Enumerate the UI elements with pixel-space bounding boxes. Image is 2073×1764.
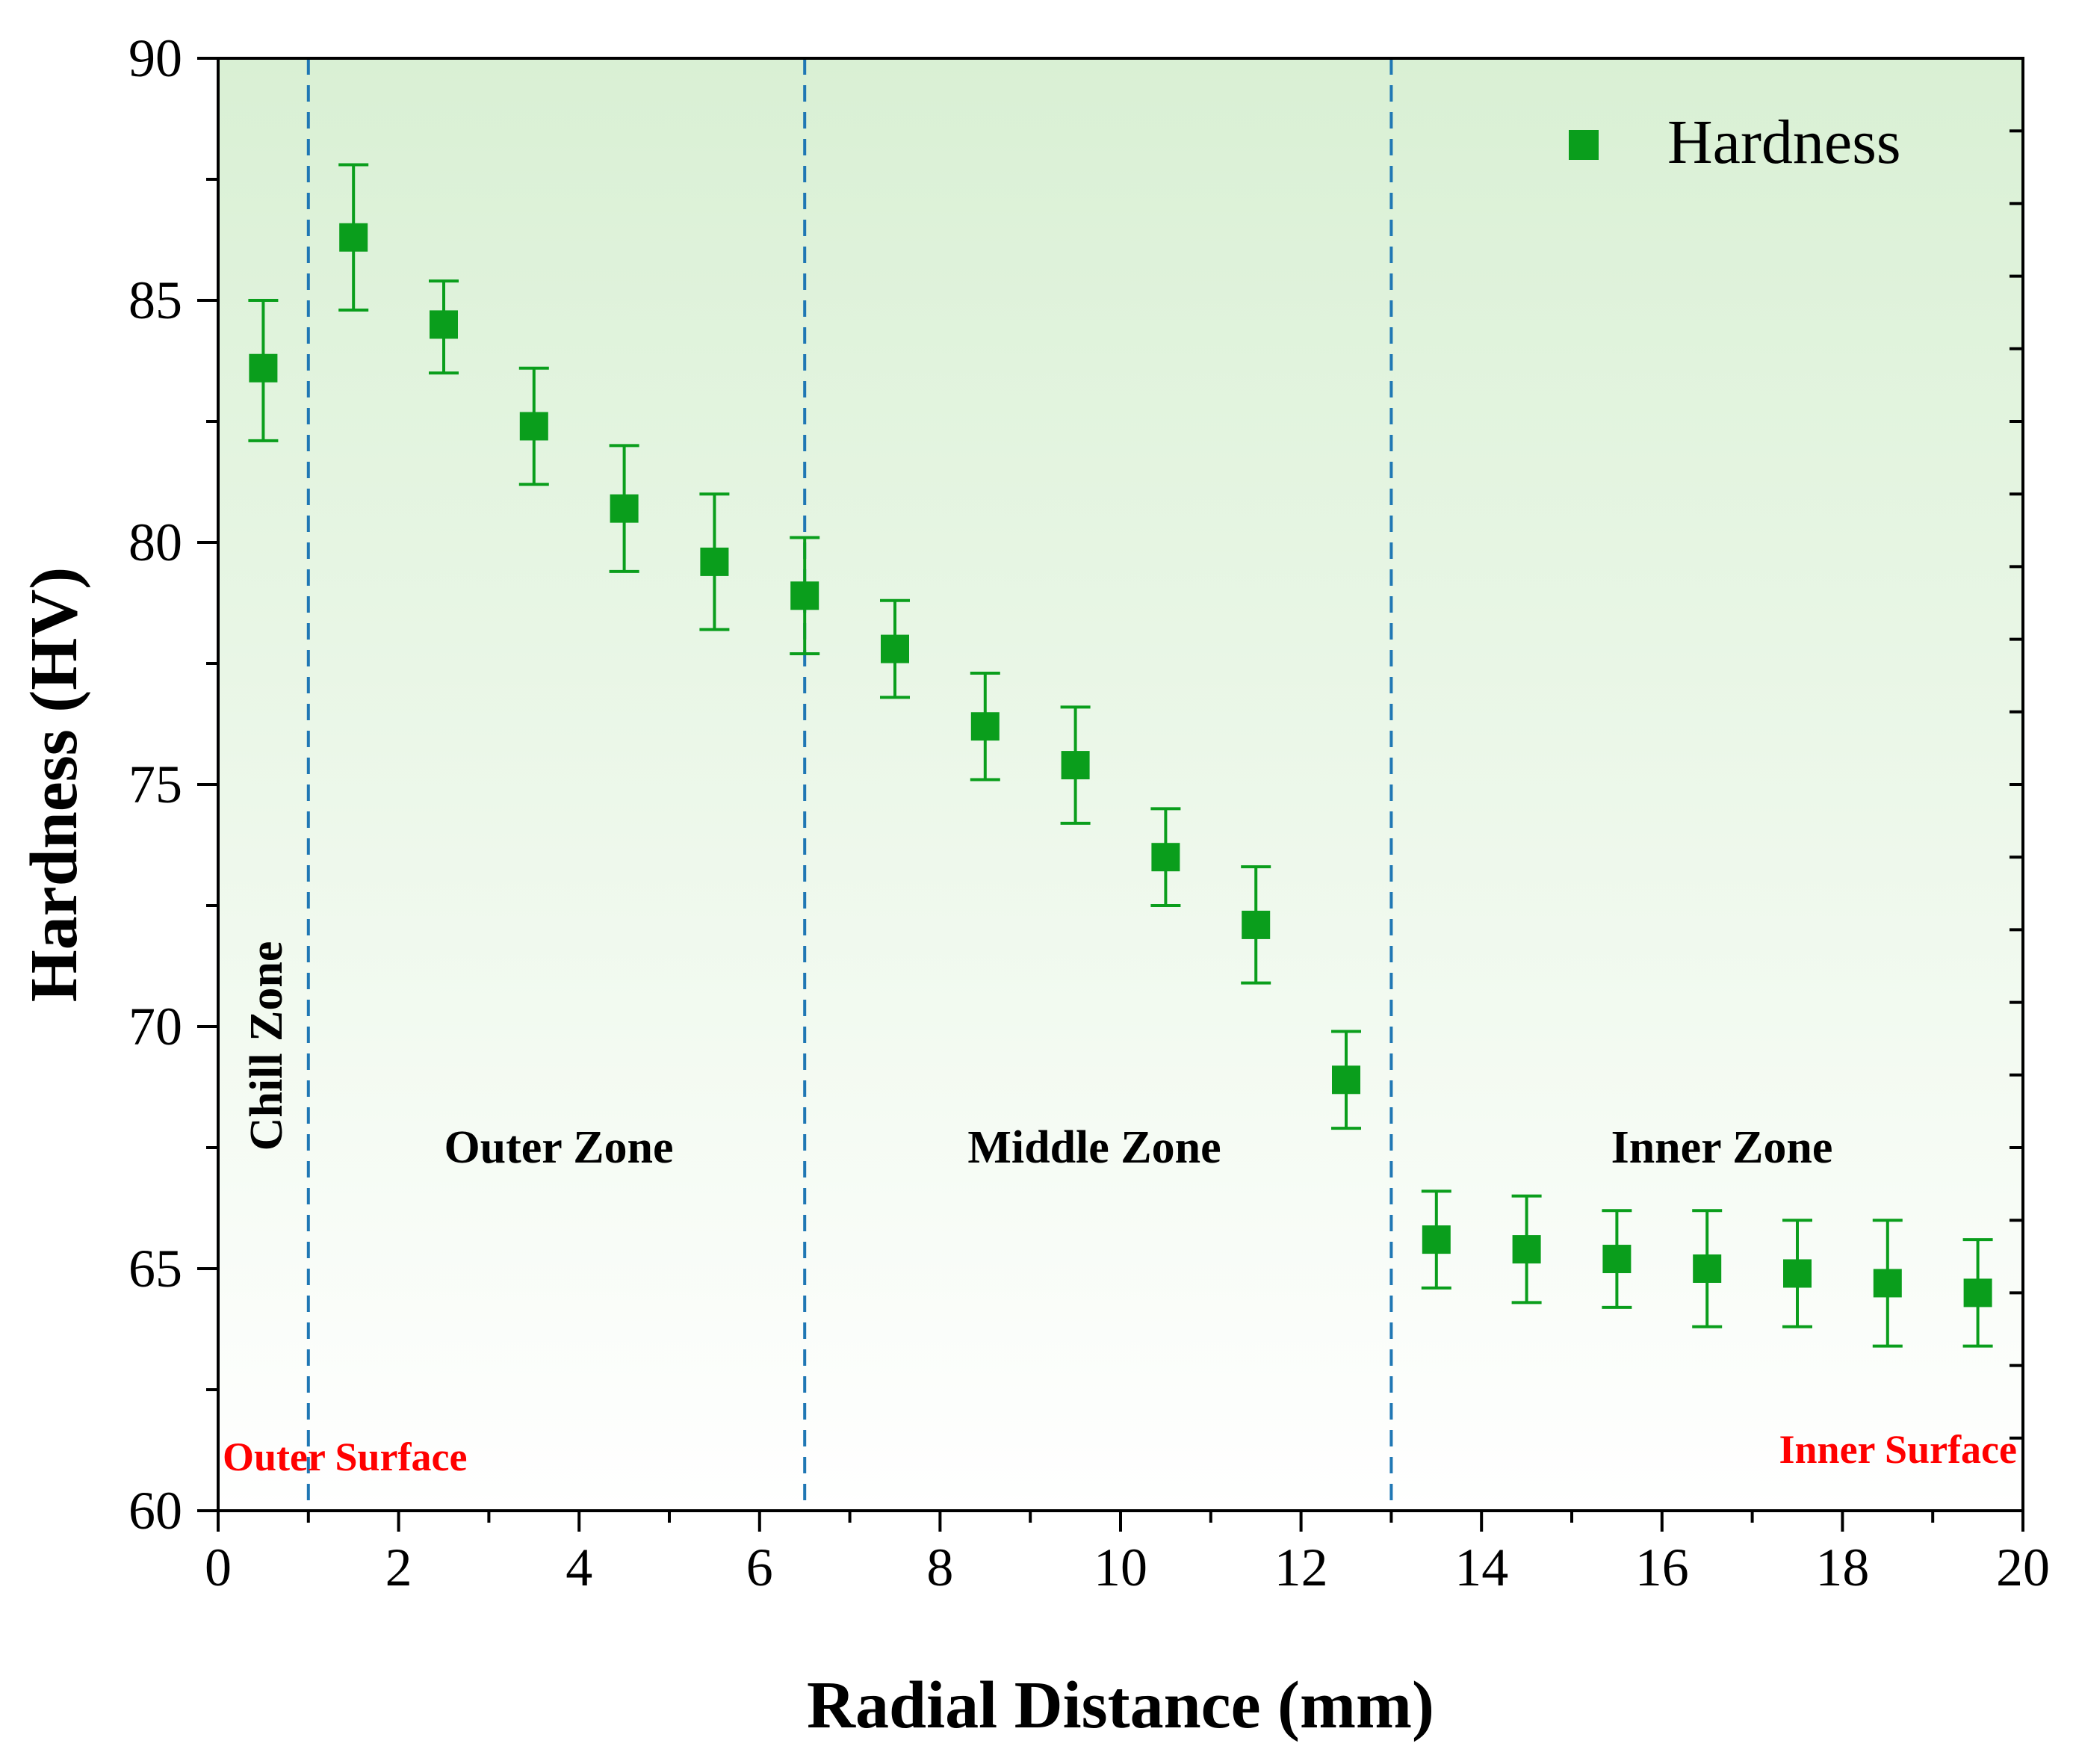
- x-tick-label-10: 10: [1094, 1538, 1147, 1597]
- data-point-14: [1512, 1235, 1541, 1264]
- data-point-12: [1332, 1065, 1360, 1095]
- y-tick-label-75: 75: [128, 755, 182, 814]
- zone-label-inner: Inner Zone: [1611, 1122, 1833, 1173]
- data-point-19: [1963, 1278, 1992, 1307]
- y-axis-title: Hardness (HV): [17, 567, 91, 1003]
- outer-surface-label: Outer Surface: [223, 1435, 467, 1479]
- zone-label-outer: Outer Zone: [444, 1122, 673, 1173]
- x-axis-title: Radial Distance (mm): [807, 1668, 1434, 1742]
- x-axis-ticks: 0 2 4 6 8 10 12 14 16 18 20: [205, 1511, 2050, 1597]
- data-point-18: [1873, 1269, 1902, 1298]
- x-tick-label-16: 16: [1635, 1538, 1689, 1597]
- plot-background: [218, 58, 2023, 1511]
- x-tick-label-6: 6: [746, 1538, 773, 1597]
- data-point-15: [1602, 1245, 1632, 1274]
- x-tick-label-4: 4: [565, 1538, 592, 1597]
- zone-boundaries: [306, 58, 1393, 1511]
- x-tick-label-8: 8: [926, 1538, 953, 1597]
- x-tick-label-20: 20: [1996, 1538, 2050, 1597]
- y-tick-label-70: 70: [128, 997, 182, 1056]
- zone-label-chill: Chill Zone: [241, 941, 292, 1151]
- data-point-8: [970, 712, 1000, 741]
- y-tick-label-90: 90: [128, 28, 182, 88]
- data-point-3: [519, 412, 548, 441]
- x-tick-label-18: 18: [1815, 1538, 1869, 1597]
- x-tick-label-14: 14: [1454, 1538, 1508, 1597]
- y-tick-label-80: 80: [128, 513, 182, 572]
- data-point-2: [430, 310, 458, 339]
- data-point-13: [1422, 1225, 1451, 1254]
- y-axis-ticks: 60 65 70 75 80 85 90: [128, 28, 2023, 1541]
- data-point-17: [1783, 1259, 1812, 1288]
- data-markers: [249, 223, 1992, 1307]
- data-point-7: [881, 634, 909, 663]
- data-point-6: [790, 581, 819, 610]
- data-point-1: [339, 223, 368, 252]
- data-point-11: [1242, 910, 1271, 939]
- y-tick-label-85: 85: [128, 270, 182, 330]
- data-point-0: [249, 353, 278, 383]
- y-tick-label-60: 60: [128, 1481, 182, 1541]
- x-tick-label-2: 2: [385, 1538, 412, 1597]
- data-point-16: [1693, 1254, 1722, 1283]
- inner-surface-label: Inner Surface: [1779, 1427, 2018, 1472]
- x-tick-label-0: 0: [205, 1538, 232, 1597]
- data-point-9: [1061, 751, 1090, 780]
- data-point-4: [610, 494, 639, 523]
- legend-marker-hardness: [1569, 130, 1599, 160]
- x-tick-label-12: 12: [1274, 1538, 1328, 1597]
- data-point-10: [1151, 843, 1180, 872]
- legend-label-hardness: Hardness: [1667, 108, 1901, 177]
- y-tick-label-65: 65: [128, 1239, 182, 1299]
- data-point-5: [700, 547, 729, 576]
- legend: Hardness: [1569, 108, 1901, 177]
- zone-label-middle: Middle Zone: [967, 1122, 1221, 1173]
